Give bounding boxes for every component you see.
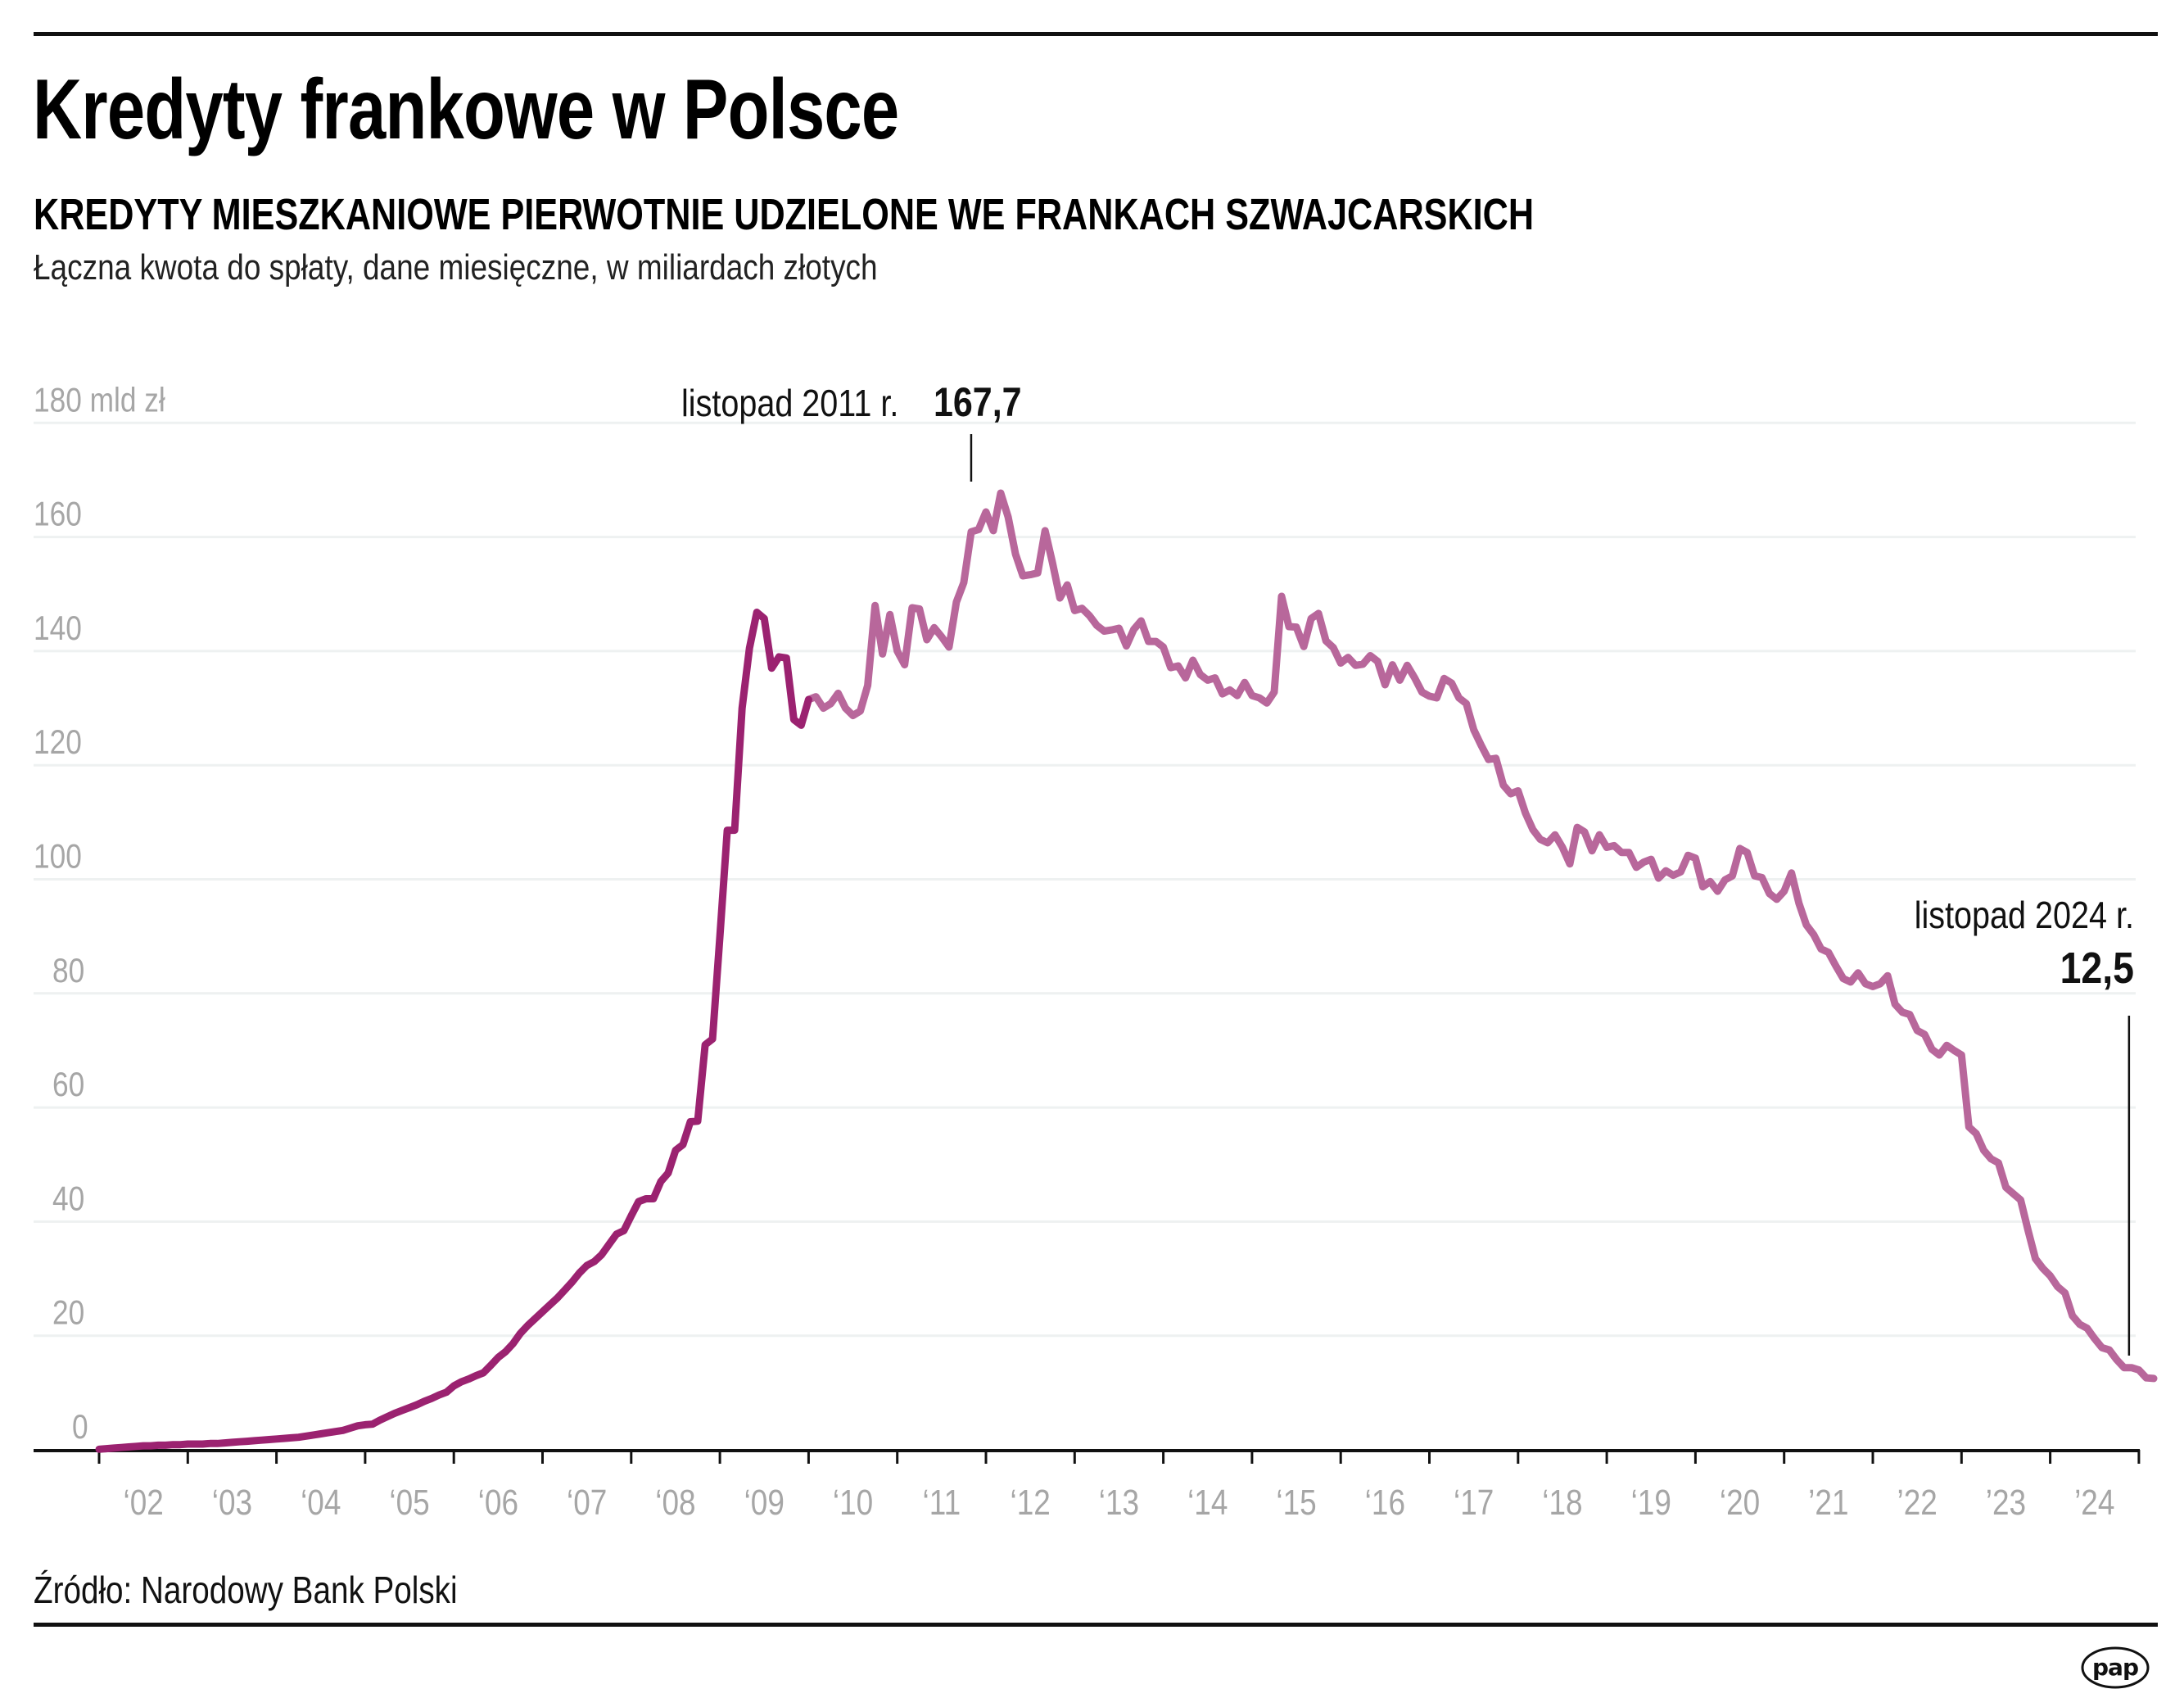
y-axis-labels: 0 20 40 60 80 100 120 140 160 180 mld zł bbox=[34, 381, 165, 1446]
last-value-annotation-value: 12,5 bbox=[2060, 943, 2134, 993]
x-tick-label: ’22 bbox=[1897, 1482, 1937, 1523]
last-value-annotation-label: listopad 2024 r. bbox=[1915, 894, 2134, 936]
x-tick-label: ’24 bbox=[2074, 1482, 2114, 1523]
y-tick-label: 120 bbox=[34, 723, 82, 762]
x-tick-label: ‘13 bbox=[1099, 1482, 1139, 1523]
y-tick-label: 80 bbox=[52, 952, 84, 990]
x-tick-label: ‘02 bbox=[123, 1482, 163, 1523]
x-tick-label: ’23 bbox=[1986, 1482, 2026, 1523]
x-tick-label: ‘03 bbox=[212, 1482, 252, 1523]
pap-logo-text: pap bbox=[2092, 1654, 2138, 1681]
peak-annotation-label: listopad 2011 r. bbox=[681, 383, 898, 424]
page-title-text: Kredyty frankowe w Polsce bbox=[33, 62, 899, 157]
chart-description-text: Łączna kwota do spłaty, dane miesięczne,… bbox=[34, 247, 878, 288]
x-tick-label: ‘05 bbox=[389, 1482, 429, 1523]
x-tick-label: ‘17 bbox=[1454, 1482, 1494, 1523]
x-tick-label: ‘12 bbox=[1010, 1482, 1050, 1523]
y-tick-label: 100 bbox=[34, 838, 82, 876]
y-tick-label: 0 bbox=[72, 1408, 88, 1447]
top-rule bbox=[34, 32, 2158, 36]
y-tick-label: 20 bbox=[52, 1294, 84, 1333]
x-tick-label: ‘11 bbox=[923, 1482, 961, 1523]
x-tick-label: ‘09 bbox=[744, 1482, 785, 1523]
series-lines bbox=[95, 489, 2158, 1453]
x-tick-label: ‘18 bbox=[1542, 1482, 1582, 1523]
x-tick-label: ’21 bbox=[1808, 1482, 1848, 1523]
x-tick-label: ‘08 bbox=[655, 1482, 695, 1523]
pap-logo-icon: pap bbox=[2081, 1646, 2150, 1689]
chart-description: Łączna kwota do spłaty, dane miesięczne,… bbox=[34, 250, 1038, 286]
chart-subtitle-text: KREDYTY MIESZKANIOWE PIERWOTNIE UDZIELON… bbox=[34, 190, 1535, 239]
x-tick-label: ‘16 bbox=[1365, 1482, 1405, 1523]
y-tick-label: 40 bbox=[52, 1180, 84, 1219]
series-line-late bbox=[804, 489, 2158, 1383]
peak-annotation-value: 167,7 bbox=[934, 379, 1022, 425]
source-note: Źródło: Narodowy Bank Polski bbox=[34, 1571, 538, 1609]
x-tick-label: ‘20 bbox=[1720, 1482, 1760, 1523]
y-tick-label: 140 bbox=[34, 609, 82, 648]
series-line-early bbox=[95, 609, 812, 1453]
y-tick-label: 180 mld zł bbox=[34, 381, 165, 419]
annotations: listopad 2011 r. 167,7 listopad 2024 r. 12,… bbox=[681, 379, 2134, 1356]
x-tick-label: ‘07 bbox=[567, 1482, 607, 1523]
x-tick-label: ‘14 bbox=[1187, 1482, 1228, 1523]
x-tick-label: ‘06 bbox=[478, 1482, 518, 1523]
bottom-rule bbox=[34, 1623, 2158, 1627]
y-tick-label: 160 bbox=[34, 496, 82, 534]
y-tick-label: 60 bbox=[52, 1066, 84, 1104]
x-tick-label: ‘10 bbox=[833, 1482, 873, 1523]
x-tick-label: ‘19 bbox=[1631, 1482, 1671, 1523]
page-title: Kredyty frankowe w Polsce bbox=[33, 67, 1115, 152]
x-tick-label: ‘15 bbox=[1276, 1482, 1316, 1523]
gridlines bbox=[34, 421, 2136, 1338]
source-note-text: Źródło: Narodowy Bank Polski bbox=[34, 1569, 458, 1611]
chart-subtitle: KREDYTY MIESZKANIOWE PIERWOTNIE UDZIELON… bbox=[34, 192, 1909, 237]
x-tick-label: ‘04 bbox=[301, 1482, 341, 1523]
x-axis: ‘02 ‘03 ‘04 ‘05 ‘06 ‘07 ‘08 ‘09 ‘10 ‘11 ‘12 ‘13 ‘14 ‘… bbox=[34, 1449, 2141, 1523]
